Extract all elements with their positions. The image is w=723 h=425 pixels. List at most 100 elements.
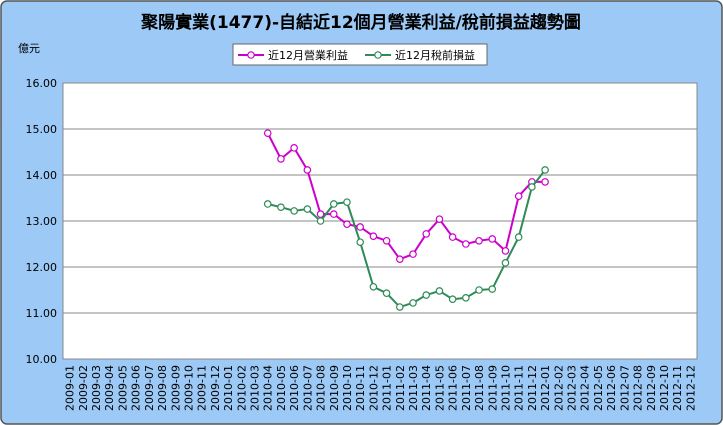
data-point [501, 259, 510, 267]
x-tick-label: 2012-05 [592, 365, 605, 411]
data-point [290, 144, 298, 152]
series-line [266, 132, 546, 261]
x-tick-label: 2009-11 [196, 365, 209, 411]
x-tick-label: 2010-12 [367, 365, 380, 411]
data-point [448, 233, 457, 241]
x-tick-label: 2012-12 [684, 365, 697, 411]
x-tick-label: 2011-12 [526, 365, 539, 411]
y-axis-label: 億元 [18, 42, 40, 55]
x-tick-label: 2012-04 [579, 365, 592, 411]
data-point [462, 240, 470, 248]
data-point [369, 282, 378, 291]
data-point [475, 286, 483, 294]
x-tick-label: 2012-06 [605, 365, 618, 411]
data-point [422, 230, 431, 238]
data-point [316, 217, 325, 225]
data-point [514, 192, 523, 200]
data-point [303, 166, 312, 174]
data-point [541, 166, 549, 174]
x-tick-label: 2010-02 [235, 365, 248, 411]
x-tick-label: 2010-11 [354, 365, 367, 411]
x-tick-label: 2011-07 [460, 365, 473, 411]
x-tick-label: 2010-03 [249, 365, 262, 411]
data-point [303, 205, 312, 213]
data-point [422, 291, 431, 299]
data-point [488, 235, 497, 243]
y-tick-label: 10.00 [26, 353, 58, 366]
data-point [356, 223, 364, 231]
y-tick-label: 15.00 [26, 123, 58, 136]
x-tick-label: 2010-08 [315, 365, 328, 411]
x-tick-label: 2010-04 [262, 365, 275, 411]
x-tick-label: 2009-07 [143, 365, 156, 411]
x-tick-label: 2009-01 [64, 365, 77, 411]
x-tick-label: 2012-03 [566, 365, 579, 411]
data-point [435, 215, 444, 223]
data-point [448, 295, 457, 304]
x-tick-label: 2011-06 [447, 365, 460, 411]
data-point [475, 236, 483, 245]
x-tick-label: 2011-11 [513, 365, 526, 411]
x-tick-label: 2010-09 [328, 365, 341, 411]
data-point [462, 294, 470, 302]
x-tick-label: 2010-07 [301, 365, 314, 411]
data-point [435, 287, 444, 295]
x-tick-label: 2009-09 [169, 365, 182, 411]
data-point [277, 203, 285, 212]
data-point [396, 255, 404, 263]
x-tick-label: 2011-03 [407, 365, 420, 411]
data-point [369, 232, 378, 240]
x-tick-label: 2011-04 [420, 365, 433, 411]
x-tick-label: 2009-02 [77, 365, 90, 411]
y-tick-label: 13.00 [26, 215, 58, 228]
x-tick-label: 2012-07 [618, 365, 631, 411]
x-tick-label: 2012-08 [632, 365, 645, 411]
data-point [356, 238, 364, 246]
data-point [263, 200, 272, 208]
y-tick-label: 16.00 [26, 77, 58, 90]
data-point [528, 183, 536, 191]
legend-label: 近12月稅前損益 [395, 48, 475, 62]
series-line [267, 169, 546, 309]
data-point [541, 178, 549, 186]
data-point [409, 250, 417, 258]
x-tick-label: 2011-02 [394, 365, 407, 411]
x-tick-label: 2009-03 [90, 365, 103, 411]
x-tick-label: 2011-08 [473, 365, 486, 411]
x-tick-label: 2010-05 [275, 365, 288, 411]
x-tick-label: 2009-10 [182, 365, 195, 411]
x-tick-label: 2012-10 [658, 365, 671, 411]
x-tick-label: 2012-11 [671, 365, 684, 411]
x-tick-label: 2010-10 [341, 365, 354, 411]
data-point [501, 247, 510, 255]
x-tick-label: 2011-01 [381, 365, 394, 411]
x-tick-label: 2012-01 [539, 365, 552, 411]
x-tick-label: 2012-09 [645, 365, 658, 411]
x-tick-label: 2012-02 [552, 365, 565, 411]
x-tick-label: 2009-05 [116, 365, 129, 411]
legend-label: 近12月營業利益 [268, 48, 348, 62]
data-point [263, 129, 272, 137]
data-point [382, 236, 391, 245]
y-tick-label: 14.00 [26, 169, 58, 182]
data-point [277, 155, 285, 163]
data-point [396, 303, 404, 311]
x-tick-label: 2011-05 [433, 365, 446, 411]
data-point [343, 220, 351, 229]
data-point [343, 198, 351, 206]
x-tick-label: 2009-12 [209, 365, 222, 411]
x-tick-label: 2011-10 [499, 365, 512, 411]
x-tick-label: 2010-06 [288, 365, 301, 411]
legend [232, 43, 488, 66]
data-point [382, 289, 391, 298]
data-point [329, 210, 338, 218]
y-tick-label: 12.00 [26, 261, 58, 274]
data-point [409, 299, 417, 307]
data-point [316, 210, 325, 218]
data-point [514, 233, 523, 241]
data-point [290, 207, 298, 215]
x-tick-label: 2009-08 [156, 365, 169, 411]
legend-marker [374, 51, 382, 59]
x-tick-label: 2011-09 [486, 365, 499, 411]
